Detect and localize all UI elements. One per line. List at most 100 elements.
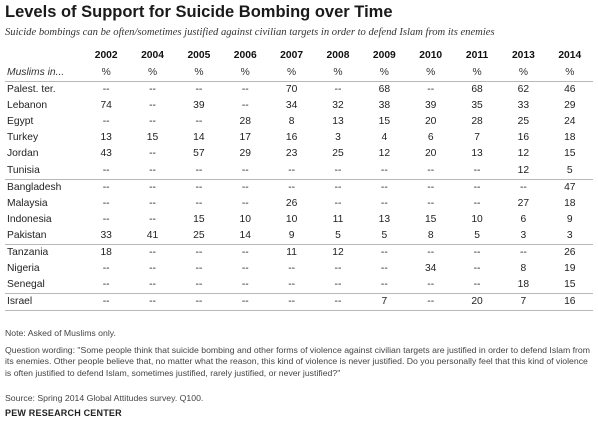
value-cell: -- — [149, 100, 156, 112]
value-cell: 13 — [332, 116, 344, 128]
chart-title: Levels of Support for Suicide Bombing ov… — [5, 3, 393, 21]
value-cell: 12 — [517, 164, 530, 176]
value-cell: -- — [380, 279, 388, 291]
value-cell: 62 — [500, 81, 547, 99]
country-label: Malaysia — [7, 197, 48, 209]
value-cell: 7 — [474, 132, 480, 144]
value-cell: 15 — [378, 116, 391, 128]
table-row: Bangladesh -- -- -- -- -- -- -- -- -- -- 47 — [5, 178, 593, 196]
year-header-2002: 2002 — [94, 50, 118, 62]
value-cell: 33 — [100, 229, 112, 241]
value-cell: -- — [129, 178, 176, 196]
unit-cell: % — [472, 67, 482, 78]
value-cell: -- — [129, 81, 176, 99]
value-cell: 7 — [500, 293, 547, 312]
value-cell: -- — [427, 197, 435, 209]
value-cell: -- — [83, 293, 130, 312]
value-cell: 9 — [288, 229, 295, 241]
value-cell: -- — [149, 164, 156, 176]
year-header-2009: 2009 — [372, 50, 396, 62]
value-cell: 15 — [146, 132, 159, 144]
value-cell: -- — [288, 164, 296, 176]
year-header-2014: 2014 — [558, 50, 582, 62]
value-cell: 13 — [100, 132, 112, 144]
value-cell: -- — [175, 178, 223, 196]
value-cell: -- — [268, 293, 315, 312]
table-row: Senegal -- -- -- -- -- -- -- -- -- 18 15 — [5, 277, 593, 294]
value-cell: 10 — [285, 213, 298, 225]
table-row: Indonesia -- -- 15 10 10 11 13 15 10 6 9 — [5, 212, 593, 228]
value-cell: -- — [222, 293, 269, 312]
table-row: Palest. ter. -- -- -- -- 70 -- 68 -- 68 62 46 — [5, 81, 593, 99]
value-cell: -- — [473, 279, 481, 291]
header-corner — [5, 48, 83, 65]
value-cell: -- — [102, 213, 110, 225]
value-cell: -- — [129, 244, 176, 262]
value-cell: -- — [241, 164, 249, 176]
value-cell: -- — [314, 81, 362, 99]
value-cell: -- — [149, 148, 156, 160]
value-cell: -- — [380, 164, 388, 176]
value-cell: 18 — [564, 132, 576, 144]
table-row: Turkey 13 15 14 17 16 3 4 6 7 16 18 — [5, 130, 593, 146]
value-cell: 29 — [564, 100, 576, 112]
value-cell: 15 — [564, 148, 576, 160]
value-cell: 18 — [564, 197, 576, 209]
value-cell: -- — [222, 244, 269, 262]
value-cell: -- — [149, 279, 156, 291]
country-label: Bangladesh — [5, 178, 83, 196]
value-cell: -- — [83, 81, 130, 99]
data-table: 2002 2004 2005 2006 2007 2008 2009 2010 2011 2013… — [5, 48, 593, 312]
country-label: Turkey — [7, 132, 39, 144]
value-cell: -- — [314, 293, 362, 312]
value-cell: 10 — [471, 213, 483, 225]
value-cell: 41 — [146, 229, 159, 241]
value-cell: -- — [334, 263, 342, 275]
value-cell: 18 — [83, 244, 130, 262]
value-cell: 12 — [378, 148, 391, 160]
value-cell: -- — [361, 244, 408, 262]
value-cell: -- — [407, 293, 454, 312]
value-cell: 24 — [564, 116, 576, 128]
country-label: Nigeria — [7, 263, 40, 275]
table-row: Nigeria -- -- -- -- -- -- -- 34 -- 8 19 — [5, 261, 593, 277]
value-cell: 6 — [427, 132, 434, 144]
value-cell: -- — [149, 197, 156, 209]
value-cell: 10 — [239, 213, 251, 225]
value-cell: 26 — [285, 197, 298, 209]
value-cell: 16 — [546, 293, 593, 312]
value-cell: -- — [334, 197, 342, 209]
value-cell: 26 — [546, 244, 593, 262]
value-cell: 39 — [424, 100, 437, 112]
value-cell: -- — [473, 164, 481, 176]
value-cell: 23 — [285, 148, 298, 160]
year-header-2010: 2010 — [419, 50, 443, 62]
source-text: Source: Spring 2014 Global Attitudes sur… — [5, 393, 204, 403]
value-cell: 33 — [517, 100, 530, 112]
year-header-2008: 2008 — [326, 50, 350, 62]
value-cell: 39 — [193, 100, 205, 112]
value-cell: -- — [241, 100, 249, 112]
value-cell: 8 — [427, 229, 434, 241]
organization-logo-text: PEW RESEARCH CENTER — [5, 408, 122, 418]
value-cell: 68 — [361, 81, 408, 99]
value-cell: -- — [102, 279, 110, 291]
value-cell: -- — [195, 164, 203, 176]
value-cell: 25 — [332, 148, 344, 160]
value-cell: 7 — [361, 293, 408, 312]
table-row: Tanzania 18 -- -- -- 11 12 -- -- -- -- 26 — [5, 244, 593, 262]
country-label: Tunisia — [7, 164, 40, 176]
country-label: Jordan — [7, 148, 39, 160]
value-cell: 29 — [239, 148, 251, 160]
value-cell: -- — [195, 279, 203, 291]
country-label: Lebanon — [7, 100, 48, 112]
value-cell: 28 — [239, 116, 251, 128]
value-cell: -- — [500, 178, 547, 196]
value-cell: -- — [175, 244, 223, 262]
value-cell: 47 — [546, 178, 593, 196]
units-row: Muslims in... %%%%%%%%%%% — [5, 65, 593, 82]
value-cell: -- — [195, 116, 203, 128]
value-cell: 8 — [288, 116, 295, 128]
value-cell: 46 — [546, 81, 593, 99]
value-cell: 17 — [239, 132, 251, 144]
